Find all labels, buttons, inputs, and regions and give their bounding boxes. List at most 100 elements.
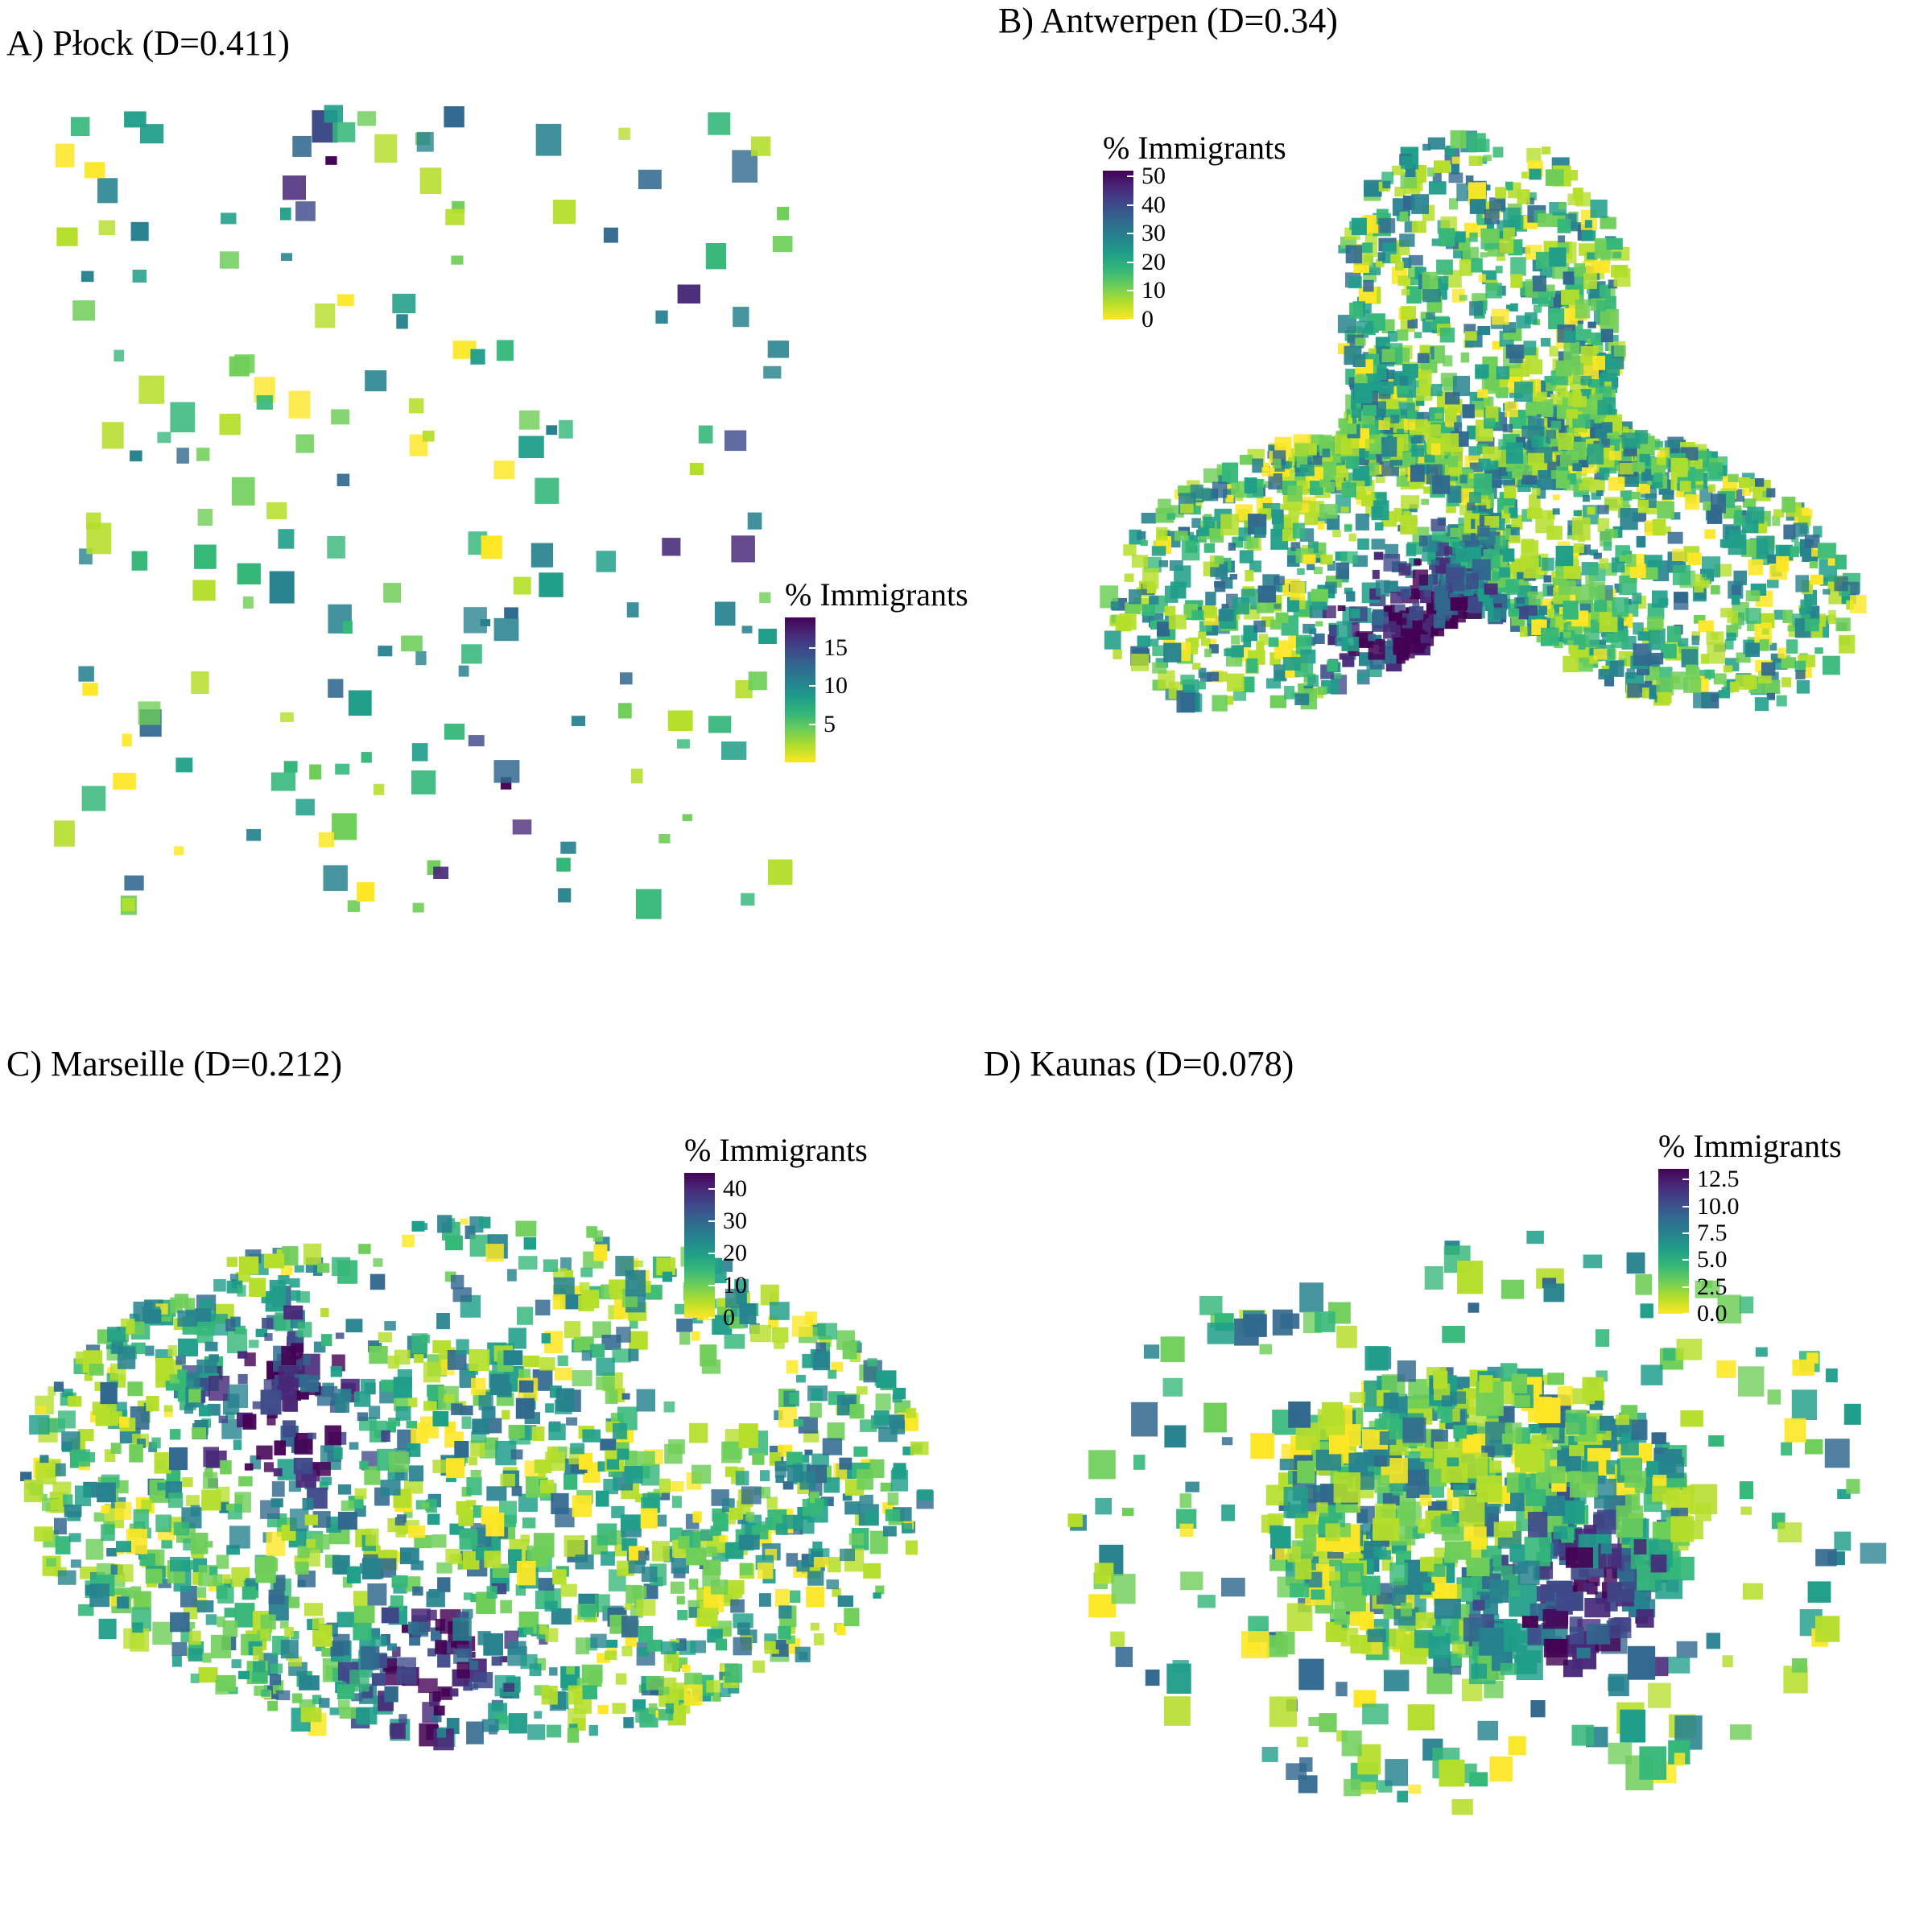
map-cell	[691, 1331, 700, 1341]
map-cell	[365, 1528, 379, 1546]
map-cell	[1767, 1389, 1781, 1405]
map-cell	[137, 1439, 146, 1448]
map-cell	[129, 1444, 143, 1463]
map-cell	[336, 1612, 357, 1628]
map-cell	[1756, 535, 1775, 559]
map-cell	[511, 1486, 522, 1496]
map-cell	[1258, 634, 1269, 646]
map-cell	[1363, 405, 1377, 416]
map-cell	[445, 1235, 463, 1251]
map-cell	[1523, 605, 1538, 616]
map-cell	[260, 1629, 269, 1640]
map-cell	[1614, 583, 1622, 593]
map-cell	[1501, 1279, 1525, 1299]
map-cell	[646, 1676, 664, 1690]
map-cell	[822, 1438, 843, 1455]
map-cell	[1835, 617, 1851, 632]
map-cell	[478, 1391, 493, 1410]
map-cell	[581, 1350, 592, 1361]
map-cell	[887, 1492, 899, 1505]
map-cell	[1351, 407, 1362, 419]
map-cell	[260, 1389, 282, 1415]
map-cell	[1604, 381, 1612, 390]
map-cell	[139, 1553, 155, 1567]
map-cell	[677, 284, 700, 303]
map-cell	[625, 1466, 643, 1484]
map-cell	[1730, 1724, 1752, 1740]
map-cell	[1588, 582, 1605, 601]
map-cell	[523, 1236, 537, 1250]
map-cell	[1536, 1586, 1554, 1602]
map-cell	[507, 1641, 526, 1655]
map-cell	[1426, 167, 1435, 177]
map-cell	[706, 1680, 721, 1693]
map-cell	[1711, 493, 1726, 514]
map-cell	[1371, 539, 1385, 550]
map-cell	[493, 760, 520, 783]
map-cell	[163, 1409, 173, 1418]
map-cell	[1141, 513, 1157, 524]
map-cell	[730, 1599, 745, 1613]
map-cell	[61, 1431, 80, 1451]
map-cell	[1667, 625, 1682, 642]
map-cell	[518, 1493, 538, 1513]
map-cell	[1485, 406, 1499, 422]
map-cell	[1433, 1655, 1451, 1674]
map-cell	[203, 1472, 218, 1489]
legend-tickmark	[1127, 290, 1133, 292]
map-cell	[486, 1586, 497, 1599]
map-cell	[1644, 555, 1663, 571]
map-cell	[662, 1271, 672, 1282]
map-cell	[618, 127, 630, 140]
map-cell	[68, 1533, 81, 1542]
map-cell	[1754, 697, 1769, 712]
map-cell	[303, 1243, 322, 1265]
map-cell	[1587, 252, 1597, 260]
map-cell	[78, 666, 94, 682]
map-cell	[144, 1309, 162, 1324]
map-cell	[260, 1614, 276, 1630]
map-cell	[1327, 634, 1337, 646]
map-cell	[1269, 695, 1286, 708]
map-cell	[658, 1478, 671, 1493]
map-cell	[1378, 218, 1396, 233]
map-cell	[297, 1571, 316, 1587]
map-cell	[1827, 557, 1835, 566]
map-cell	[238, 1476, 253, 1487]
map-cell	[328, 679, 344, 698]
map-cell	[1430, 626, 1445, 637]
map-cell	[332, 1633, 350, 1656]
map-cell	[392, 1646, 401, 1657]
map-cell	[1704, 669, 1715, 679]
map-cell	[848, 1533, 865, 1546]
map-cell	[416, 131, 434, 152]
map-cell	[1496, 545, 1508, 555]
map-cell	[725, 1466, 738, 1477]
map-cell	[469, 1349, 490, 1371]
map-cell	[1393, 1607, 1419, 1626]
map-cell	[1557, 218, 1571, 233]
map-cell	[302, 1354, 312, 1365]
map-cell	[1382, 1492, 1400, 1506]
map-cell	[1449, 1666, 1462, 1675]
map-cell	[1468, 133, 1486, 152]
map-cell	[361, 752, 372, 763]
map-cell	[493, 460, 515, 480]
map-cell	[1620, 500, 1629, 506]
map-cell	[547, 1447, 559, 1459]
map-cell	[246, 828, 262, 841]
map-cell	[1203, 516, 1215, 529]
map-cell	[1726, 632, 1736, 641]
map-cell	[1547, 1373, 1565, 1385]
map-cell	[1678, 643, 1686, 654]
map-cell	[714, 601, 736, 626]
map-cell	[1381, 437, 1397, 457]
map-cell	[1545, 605, 1554, 613]
map-cell	[1632, 592, 1642, 605]
map-cell	[869, 1530, 888, 1554]
map-cell	[470, 1593, 479, 1603]
map-cell	[865, 1509, 878, 1525]
map-cell	[282, 1420, 296, 1438]
map-cell	[1791, 1389, 1818, 1420]
map-cell	[1418, 1518, 1431, 1534]
